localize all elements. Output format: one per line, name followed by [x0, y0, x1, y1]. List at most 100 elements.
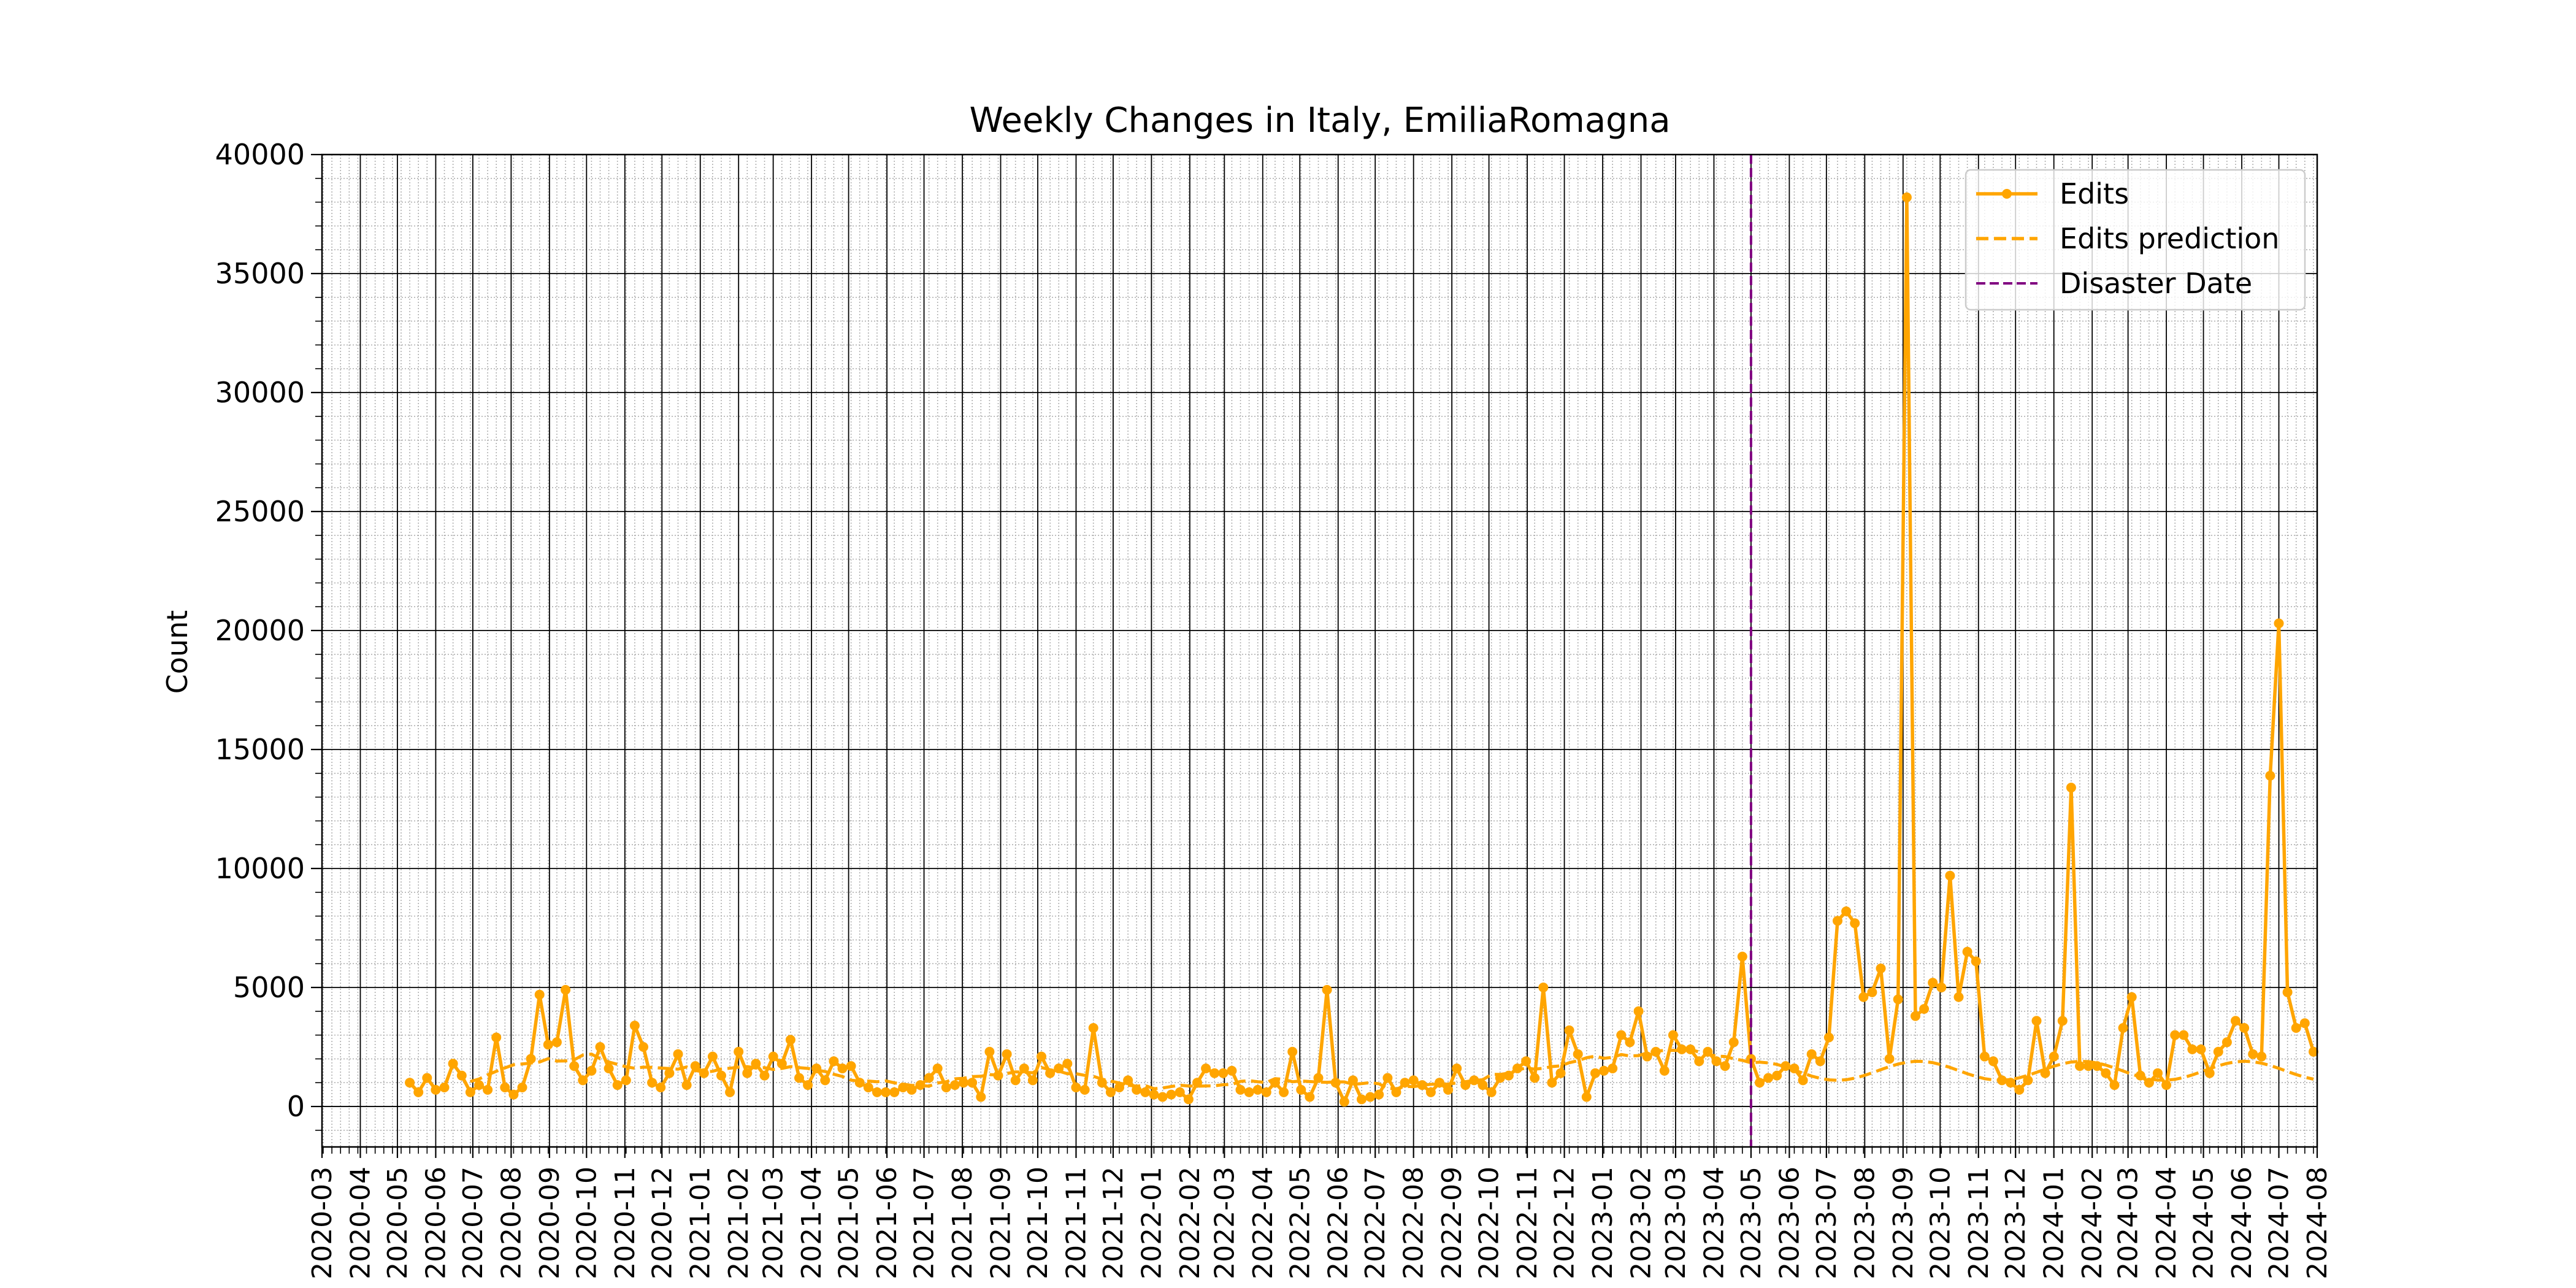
edits-point — [1928, 978, 1938, 988]
legend-prediction-label: Edits prediction — [2060, 222, 2279, 255]
x-tick-label: 2022-09 — [1436, 1167, 1468, 1279]
edits-point — [2066, 783, 2076, 793]
edits-point — [2161, 1080, 2172, 1091]
edits-point — [776, 1059, 787, 1069]
x-tick-label: 2020-11 — [610, 1167, 641, 1279]
edits-point — [1512, 1064, 1522, 1073]
edits-point — [1833, 916, 1842, 926]
y-tick-label: 5000 — [233, 971, 305, 1004]
edits-point — [803, 1080, 813, 1091]
edits-point — [1884, 1054, 1895, 1064]
edits-point — [612, 1080, 623, 1091]
edits-point — [915, 1080, 926, 1091]
edits-point — [863, 1083, 873, 1092]
x-tick-label: 2024-06 — [2226, 1167, 2258, 1279]
edits-point — [2049, 1051, 2059, 1062]
edits-point — [500, 1083, 510, 1092]
edits-point — [1616, 1030, 1627, 1040]
x-tick-label: 2023-02 — [1626, 1167, 1657, 1279]
edits-point — [1227, 1065, 1237, 1076]
edits-point — [2221, 1037, 2232, 1048]
edits-point — [1953, 992, 1964, 1002]
edits-point — [1097, 1078, 1107, 1088]
y-tick-labels: 0 5000 10000 15000 20000 25000 30000 35000 40000 — [215, 138, 305, 1123]
edits-point — [949, 1080, 960, 1091]
edits-point — [2031, 1016, 2042, 1026]
x-tick-label: 2020-06 — [420, 1167, 451, 1279]
edits-point — [1979, 1051, 1990, 1062]
edits-point — [1192, 1078, 1202, 1088]
edits-point — [1789, 1064, 1800, 1073]
edits-point — [716, 1070, 726, 1081]
edits-point — [474, 1080, 484, 1091]
edits-point — [898, 1083, 908, 1092]
edits-point — [1313, 1073, 1324, 1083]
edits-point — [1201, 1064, 1211, 1073]
x-tick-label: 2023-05 — [1736, 1167, 1767, 1279]
x-tick-label: 2024-03 — [2113, 1167, 2144, 1279]
edits-point — [1105, 1087, 1116, 1097]
edits-point — [1374, 1089, 1384, 1100]
x-tick-label: 2024-08 — [2302, 1167, 2333, 1279]
edits-point — [1270, 1078, 1280, 1088]
edits-point — [751, 1059, 761, 1069]
x-tick-label: 2022-04 — [1248, 1167, 1279, 1279]
edits-point — [1045, 1068, 1056, 1078]
edits-point — [664, 1068, 675, 1078]
edits-point — [1252, 1084, 1263, 1095]
edits-point — [768, 1051, 778, 1062]
edits-point — [1521, 1056, 1531, 1067]
edits-point — [881, 1087, 891, 1097]
edits-point — [1486, 1087, 1497, 1097]
x-tick-label: 2022-12 — [1549, 1167, 1581, 1279]
edits-point — [2144, 1078, 2154, 1088]
x-tick-label: 2022-01 — [1136, 1167, 1167, 1279]
edits-point — [1469, 1075, 1479, 1086]
edits-point — [1330, 1078, 1341, 1088]
x-tick-label: 2024-02 — [2077, 1167, 2108, 1279]
x-tick-label: 2022-02 — [1175, 1167, 1206, 1279]
x-tick-label: 2022-08 — [1398, 1167, 1430, 1279]
edits-point — [1503, 1070, 1514, 1081]
edits-point — [1408, 1075, 1419, 1086]
edits-point — [1157, 1092, 1168, 1102]
edits-point — [1988, 1056, 1998, 1067]
edits-point — [976, 1092, 986, 1102]
edits-point — [1763, 1073, 1774, 1083]
x-tick-label: 2023-01 — [1587, 1167, 1619, 1279]
x-tick-label: 2021-08 — [947, 1167, 978, 1279]
edits-point — [1530, 1073, 1540, 1083]
edits-point — [1823, 1032, 1834, 1043]
edits-point — [2083, 1061, 2094, 1071]
x-tick-label: 2022-10 — [1474, 1167, 1505, 1279]
edits-point — [569, 1061, 580, 1071]
edits-point — [1279, 1087, 1289, 1097]
edits-point — [413, 1087, 424, 1097]
x-tick-label: 2023-11 — [1963, 1167, 1995, 1279]
y-tick-label: 20000 — [215, 614, 305, 647]
edits-point — [1538, 983, 1549, 992]
edits-point — [1901, 192, 1912, 202]
legend-edits-label: Edits — [2060, 177, 2129, 210]
edits-point — [1235, 1084, 1246, 1095]
edits-point — [491, 1032, 502, 1043]
x-tick-label: 2023-06 — [1774, 1167, 1805, 1279]
edits-point — [829, 1056, 839, 1067]
edits-point — [1694, 1056, 1704, 1067]
x-tick-label: 2023-10 — [1925, 1167, 1956, 1279]
x-tick-label: 2023-09 — [1888, 1167, 1919, 1279]
x-tick-label: 2021-04 — [796, 1167, 827, 1279]
x-tick-label: 2021-09 — [986, 1167, 1017, 1279]
edits-point — [1650, 1046, 1661, 1057]
edits-point — [1703, 1046, 1713, 1057]
edits-point — [734, 1046, 744, 1057]
x-tick-label: 2023-07 — [1811, 1167, 1842, 1279]
edits-point — [586, 1065, 597, 1076]
x-tick-label: 2021-07 — [909, 1167, 940, 1279]
edits-point — [2265, 770, 2275, 781]
edits-point — [551, 1037, 562, 1048]
x-tick-label: 2020-08 — [496, 1167, 527, 1279]
edits-point — [837, 1064, 848, 1073]
edits-point — [1417, 1080, 1427, 1091]
edits-point — [1037, 1051, 1046, 1062]
